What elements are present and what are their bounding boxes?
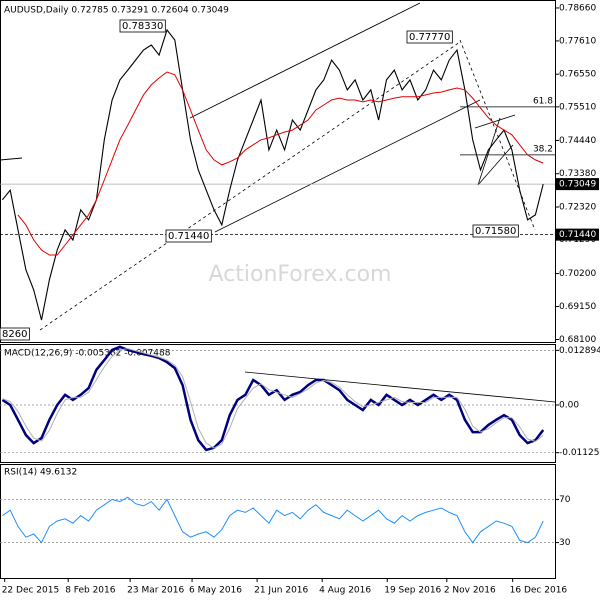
y-tick-label: 0.76550 [559,70,596,80]
rsi-panel: RSI(14) 49.6132 [0,464,556,579]
trend-dashed [39,41,461,331]
y-tick-label: 30 [559,538,571,548]
price-marker: 0.71440 [559,230,596,240]
level-stub [0,157,23,161]
annotation-box [406,30,453,44]
y-tick-label: 0.74440 [559,136,596,146]
fib-label: 61.8 [533,96,553,106]
channel-upper [189,2,421,119]
triangle-line [477,117,501,186]
panel-title: RSI(14) 49.6132 [4,468,77,478]
annotation: 0.71440 [168,231,209,242]
macd-trendline [244,371,556,403]
y-tick-label: 0.68100 [559,335,596,345]
panel-border [0,0,556,343]
y-tick-label: 70 [559,495,571,505]
y-tick-label: 0.70200 [559,269,596,279]
y-tick-label: 0.75510 [559,102,596,112]
price-marker-box [556,228,599,241]
series-line [1,28,544,321]
annotation-box [119,19,166,33]
x-tick-label: 6 May 2016 [189,586,242,596]
panel-title: MACD(12,26,9) -0.005382 -0.007488 [4,349,171,359]
x-tick-label: 4 Aug 2016 [319,586,371,596]
x-tick-label: 19 Sep 2016 [384,586,441,596]
annotation: 0.78330 [122,21,163,32]
annotation-box [165,229,212,243]
series-line [17,71,544,256]
y-tick-label: 0.73380 [559,169,596,179]
price-panel: ActionForex.com AUDUSD,Daily 0.72785 0.7… [0,0,556,343]
triangle-line [474,114,516,129]
x-tick-label: 8 Feb 2016 [65,586,116,596]
x-tick-label: 21 Jun 2016 [254,586,308,596]
y-tick-label: 0.77610 [559,36,596,46]
annotation: 0.77770 [409,32,450,43]
series-line [2,496,544,544]
annotation: 0.71580 [475,226,516,237]
annotation-box [0,327,30,341]
x-tick-label: 16 Dec 2016 [510,586,568,596]
price-marker: 0.73049 [559,180,596,190]
x-tick-label: 2 Nov 2016 [444,586,496,596]
y-tick-label: 0.012894 [559,346,600,356]
panel-border [0,464,556,579]
y-tick-label: 0.69150 [559,302,596,312]
triangle-line [477,144,514,186]
watermark: ActionForex.com [209,262,392,287]
panel-border [0,344,556,463]
y-tick-label: 0.72320 [559,203,596,213]
trend-dashed [459,39,536,231]
x-tick-label: 22 Dec 2015 [2,586,60,596]
channel-lower [214,99,481,233]
x-tick-label: 23 Mar 2016 [127,586,184,596]
y-tick-label: 0.78660 [559,3,596,13]
fib-label: 38.2 [533,144,553,154]
y-tick-label: 0.00 [559,401,579,411]
annotation-box [472,224,519,238]
series-line [2,348,544,449]
price-marker-box [556,178,599,191]
annotation: 8260 [2,329,27,340]
y-tick-label: -0.011253 [559,448,600,458]
chart-title: AUDUSD,Daily 0.72785 0.73291 0.72604 0.7… [4,6,229,16]
macd-panel: MACD(12,26,9) -0.005382 -0.007488 [0,344,556,463]
